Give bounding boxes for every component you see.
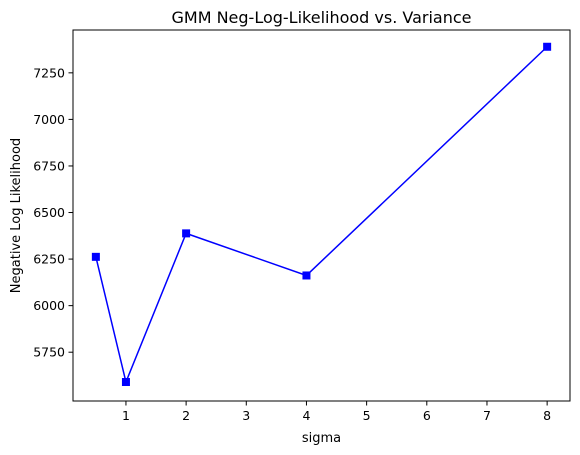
plot-area: 1 2 3 4 5 6 7 8 5750 6000 6250 6500 6750 7000 7250 xyxy=(33,29,571,423)
y-tick-label: 6000 xyxy=(33,298,65,313)
data-point-marker xyxy=(182,229,191,238)
x-axis-label: sigma xyxy=(302,431,341,446)
plot-frame xyxy=(72,29,571,402)
x-tick-label: 8 xyxy=(543,408,551,423)
y-tick-label: 7250 xyxy=(33,65,65,80)
x-tick-label: 4 xyxy=(302,408,310,423)
chart-title: GMM Neg-Log-Likelihood vs. Variance xyxy=(171,8,471,27)
y-tick-label: 6500 xyxy=(33,205,65,220)
x-tick-label: 2 xyxy=(182,408,190,423)
x-tick-label: 3 xyxy=(242,408,250,423)
x-tick-label: 5 xyxy=(363,408,371,423)
x-tick-label: 7 xyxy=(483,408,491,423)
data-point-marker xyxy=(121,378,130,387)
series-line xyxy=(95,46,548,385)
data-point-marker xyxy=(302,271,311,280)
x-axis: 1 2 3 4 5 6 7 8 xyxy=(122,401,551,423)
y-tick-label: 5750 xyxy=(33,345,65,360)
y-axis-label: Negative Log Likelihood xyxy=(9,138,24,293)
y-tick-label: 6750 xyxy=(33,158,65,173)
series-layer xyxy=(91,42,552,387)
x-tick-label: 6 xyxy=(423,408,431,423)
y-axis: 5750 6000 6250 6500 6750 7000 7250 xyxy=(33,65,73,360)
x-tick-label: 1 xyxy=(122,408,130,423)
y-tick-label: 6250 xyxy=(33,252,65,267)
data-point-marker xyxy=(91,252,100,261)
y-tick-label: 7000 xyxy=(33,112,65,127)
data-point-marker xyxy=(543,42,552,51)
